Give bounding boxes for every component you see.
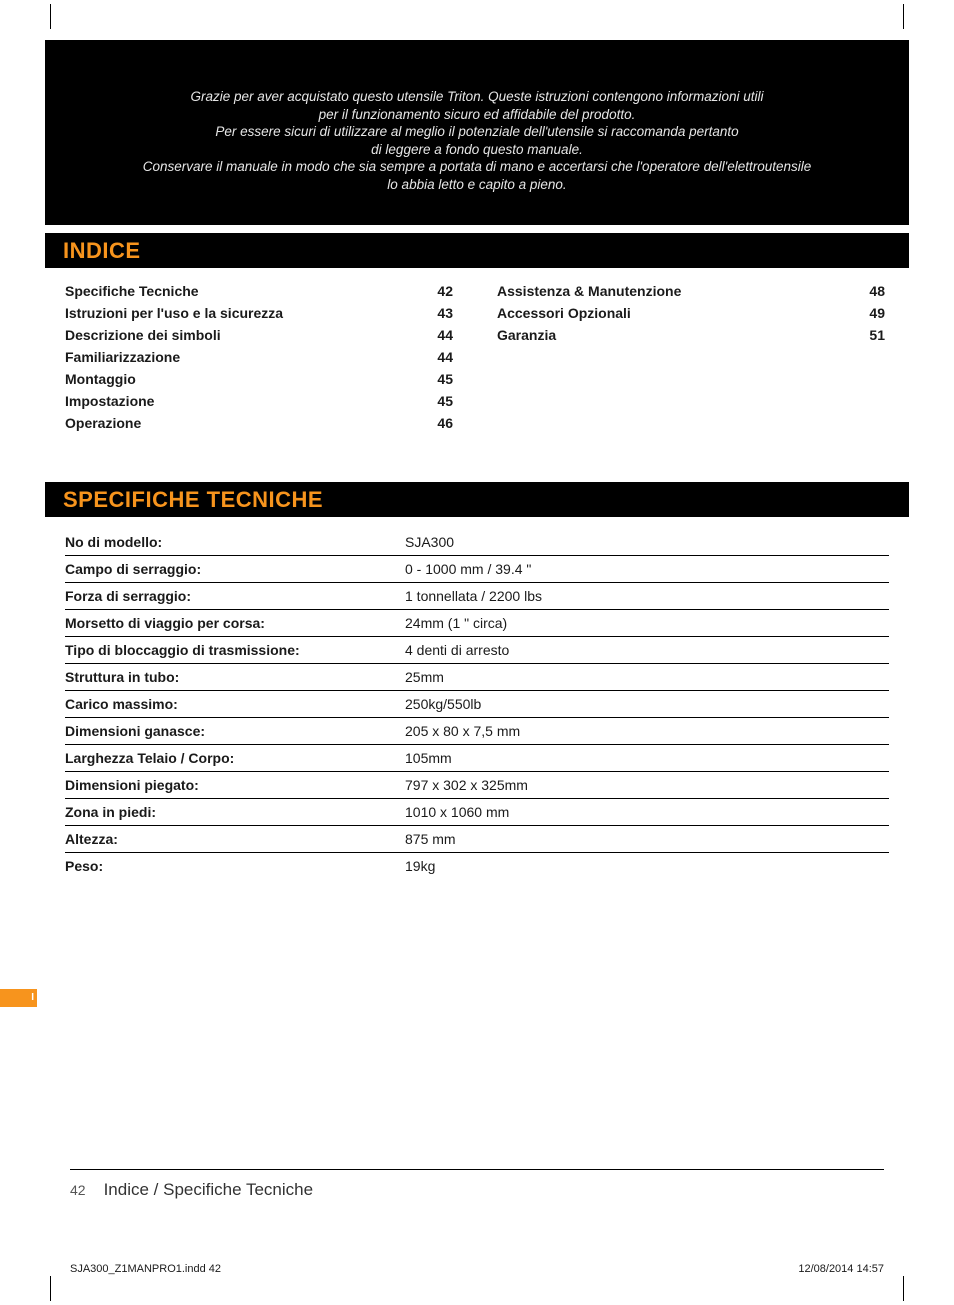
toc-label: Descrizione dei simboli <box>65 327 221 343</box>
spec-value: 875 mm <box>405 831 889 847</box>
intro-line: Grazie per aver acquistato questo utensi… <box>100 88 854 106</box>
table-row: Carico massimo:250kg/550lb <box>65 691 889 718</box>
toc-row: Operazione 46 <box>65 412 457 434</box>
footer-page-number: 42 <box>70 1182 86 1198</box>
toc-page: 42 <box>437 283 453 299</box>
table-row: Dimensioni ganasce:205 x 80 x 7,5 mm <box>65 718 889 745</box>
table-row: Larghezza Telaio / Corpo:105mm <box>65 745 889 772</box>
specs-table: No di modello:SJA300 Campo di serraggio:… <box>65 529 889 879</box>
toc-label: Impostazione <box>65 393 154 409</box>
intro-line: di leggere a fondo questo manuale. <box>100 141 854 159</box>
print-metadata: SJA300_Z1MANPRO1.indd 42 12/08/2014 14:5… <box>70 1263 884 1275</box>
section-bar-specs: SPECIFICHE TECNICHE <box>45 482 909 517</box>
toc-page: 48 <box>869 283 885 299</box>
print-file: SJA300_Z1MANPRO1.indd 42 <box>70 1263 221 1275</box>
section-title-specs: SPECIFICHE TECNICHE <box>45 487 323 513</box>
table-row: Peso:19kg <box>65 853 889 879</box>
spec-value: 797 x 302 x 325mm <box>405 777 889 793</box>
spec-value: 1 tonnellata / 2200 lbs <box>405 588 889 604</box>
spec-key: Carico massimo: <box>65 696 405 712</box>
table-row: Altezza:875 mm <box>65 826 889 853</box>
intro-line: Per essere sicuri di utilizzare al megli… <box>100 123 854 141</box>
spec-key: Peso: <box>65 858 405 874</box>
toc-page: 49 <box>869 305 885 321</box>
table-row: No di modello:SJA300 <box>65 529 889 556</box>
table-row: Zona in piedi:1010 x 1060 mm <box>65 799 889 826</box>
toc-label: Montaggio <box>65 371 136 387</box>
table-row: Forza di serraggio:1 tonnellata / 2200 l… <box>65 583 889 610</box>
toc-label: Assistenza & Manutenzione <box>497 283 681 299</box>
spec-value: 4 denti di arresto <box>405 642 889 658</box>
toc-page: 45 <box>437 371 453 387</box>
specs-section: SPECIFICHE TECNICHE No di modello:SJA300… <box>45 482 909 879</box>
toc-page: 46 <box>437 415 453 431</box>
spec-value: 250kg/550lb <box>405 696 889 712</box>
spec-key: Struttura in tubo: <box>65 669 405 685</box>
print-timestamp: 12/08/2014 14:57 <box>798 1263 884 1275</box>
toc-row: Specifiche Tecniche 42 <box>65 280 457 302</box>
spec-value: 0 - 1000 mm / 39.4 " <box>405 561 889 577</box>
toc-row: Istruzioni per l'uso e la sicurezza 43 <box>65 302 457 324</box>
spec-value: 25mm <box>405 669 889 685</box>
intro-block: Grazie per aver acquistato questo utensi… <box>45 40 909 225</box>
toc-column-right: Assistenza & Manutenzione 48 Accessori Op… <box>497 280 889 434</box>
page-content: Grazie per aver acquistato questo utensi… <box>45 0 909 1305</box>
table-row: Dimensioni piegato:797 x 302 x 325mm <box>65 772 889 799</box>
toc-row: Familiarizzazione 44 <box>65 346 457 368</box>
section-title-indice: INDICE <box>45 238 141 264</box>
spec-key: Tipo di bloccaggio di trasmissione: <box>65 642 405 658</box>
toc-page: 51 <box>869 327 885 343</box>
table-of-contents: Specifiche Tecniche 42 Istruzioni per l'u… <box>45 268 909 434</box>
spec-key: Altezza: <box>65 831 405 847</box>
toc-page: 44 <box>437 349 453 365</box>
toc-page: 43 <box>437 305 453 321</box>
table-row: Tipo di bloccaggio di trasmissione:4 den… <box>65 637 889 664</box>
toc-row: Montaggio 45 <box>65 368 457 390</box>
toc-row: Assistenza & Manutenzione 48 <box>497 280 889 302</box>
toc-row: Accessori Opzionali 49 <box>497 302 889 324</box>
intro-line: per il funzionamento sicuro ed affidabil… <box>100 106 854 124</box>
toc-label: Istruzioni per l'uso e la sicurezza <box>65 305 283 321</box>
page-footer: 42 Indice / Specifiche Tecniche <box>70 1169 884 1200</box>
table-row: Struttura in tubo:25mm <box>65 664 889 691</box>
toc-row: Garanzia 51 <box>497 324 889 346</box>
spec-key: Zona in piedi: <box>65 804 405 820</box>
spec-key: Forza di serraggio: <box>65 588 405 604</box>
spec-key: No di modello: <box>65 534 405 550</box>
language-tab: I <box>0 989 37 1007</box>
spec-value: 105mm <box>405 750 889 766</box>
toc-column-left: Specifiche Tecniche 42 Istruzioni per l'u… <box>65 280 457 434</box>
intro-line: lo abbia letto e capito a pieno. <box>100 176 854 194</box>
spec-value: SJA300 <box>405 534 889 550</box>
toc-page: 44 <box>437 327 453 343</box>
table-row: Campo di serraggio:0 - 1000 mm / 39.4 " <box>65 556 889 583</box>
toc-label: Operazione <box>65 415 141 431</box>
spec-key: Morsetto di viaggio per corsa: <box>65 615 405 631</box>
toc-label: Familiarizzazione <box>65 349 180 365</box>
intro-line: Conservare il manuale in modo che sia se… <box>100 158 854 176</box>
spec-value: 205 x 80 x 7,5 mm <box>405 723 889 739</box>
toc-label: Specifiche Tecniche <box>65 283 199 299</box>
section-bar-indice: INDICE <box>45 233 909 268</box>
toc-label: Garanzia <box>497 327 556 343</box>
toc-row: Impostazione 45 <box>65 390 457 412</box>
footer-title: Indice / Specifiche Tecniche <box>104 1180 313 1200</box>
spec-key: Larghezza Telaio / Corpo: <box>65 750 405 766</box>
spec-key: Dimensioni piegato: <box>65 777 405 793</box>
spec-key: Dimensioni ganasce: <box>65 723 405 739</box>
toc-page: 45 <box>437 393 453 409</box>
spec-value: 19kg <box>405 858 889 874</box>
toc-label: Accessori Opzionali <box>497 305 631 321</box>
spec-key: Campo di serraggio: <box>65 561 405 577</box>
toc-row: Descrizione dei simboli 44 <box>65 324 457 346</box>
spec-value: 1010 x 1060 mm <box>405 804 889 820</box>
table-row: Morsetto di viaggio per corsa:24mm (1 " … <box>65 610 889 637</box>
spec-value: 24mm (1 " circa) <box>405 615 889 631</box>
